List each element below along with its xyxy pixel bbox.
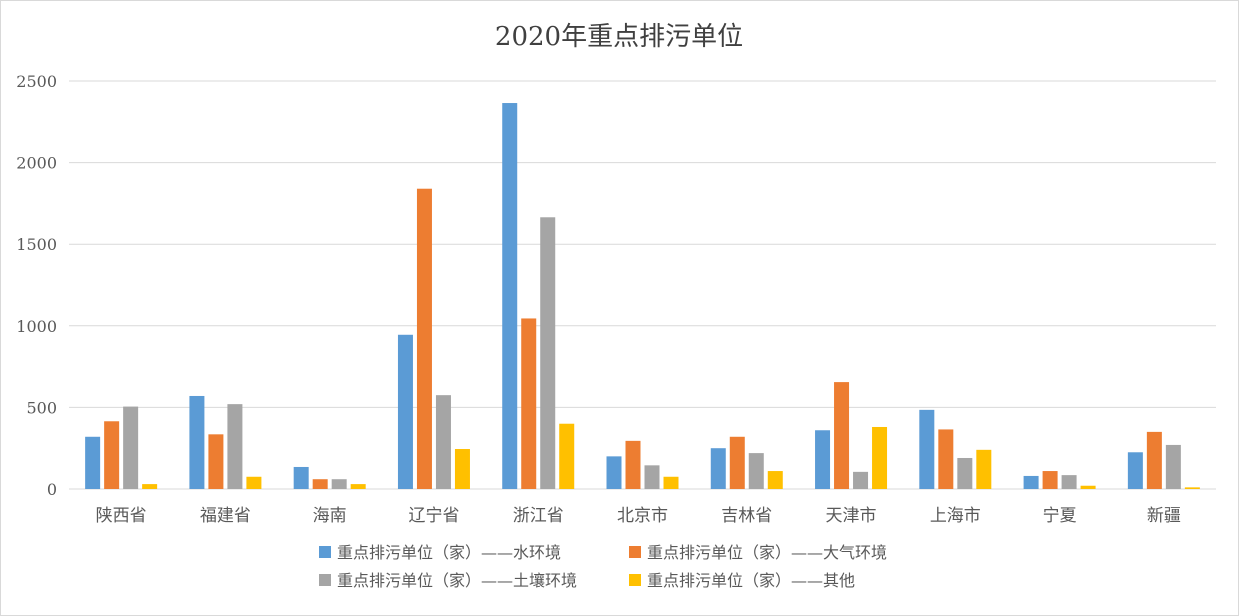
bar-3-陕西省 (123, 406, 139, 489)
x-category-label: 浙江省 (513, 506, 564, 526)
y-tick-label: 0 (47, 480, 57, 499)
bar-4-陕西省 (142, 484, 158, 489)
y-tick-label: 2500 (16, 72, 57, 91)
bar-1-北京市 (606, 456, 622, 489)
bar-4-浙江省 (559, 423, 575, 489)
bar-1-宁夏 (1023, 475, 1039, 489)
bar-4-吉林省 (767, 471, 783, 489)
bar-1-浙江省 (502, 103, 518, 490)
x-category-label: 北京市 (617, 506, 668, 526)
x-category-label: 辽宁省 (408, 506, 459, 526)
bar-1-陕西省 (85, 436, 101, 489)
x-axis-categories: 陕西省 福建省 海南 辽宁省 浙江省 北京市 吉林省 天津市 上海市 宁夏 新疆 (96, 506, 1181, 526)
x-category-label: 上海市 (930, 506, 981, 526)
bar-3-宁夏 (1061, 475, 1077, 489)
y-tick-label: 500 (26, 398, 57, 417)
bar-2-上海市 (938, 429, 954, 489)
bar-layer (85, 103, 1200, 490)
legend-swatch (629, 546, 641, 558)
bar-3-辽宁省 (435, 395, 451, 489)
chart-title: 2020年重点排污单位 (495, 22, 743, 52)
x-category-label: 宁夏 (1043, 506, 1077, 526)
bar-3-北京市 (644, 465, 660, 489)
bar-1-上海市 (919, 409, 935, 489)
y-axis-ticks: 0 500 1000 1500 2000 2500 (16, 72, 57, 499)
bar-2-福建省 (208, 434, 224, 489)
legend-label: 重点排污单位（家）——水环境 (337, 543, 561, 562)
bar-3-浙江省 (540, 217, 556, 489)
bar-4-辽宁省 (454, 449, 470, 489)
bar-2-新疆 (1146, 431, 1162, 489)
bar-2-浙江省 (521, 318, 537, 489)
bar-1-海南 (293, 466, 309, 489)
x-category-label: 吉林省 (721, 506, 772, 526)
bar-1-福建省 (189, 395, 205, 489)
bar-2-吉林省 (729, 436, 745, 489)
y-tick-label: 1500 (16, 235, 57, 254)
legend-swatch (319, 574, 331, 586)
bar-4-海南 (350, 484, 366, 489)
legend-label: 重点排污单位（家）——其他 (647, 571, 855, 590)
bar-4-新疆 (1184, 487, 1200, 489)
bar-3-吉林省 (748, 453, 764, 489)
bar-1-吉林省 (710, 448, 726, 489)
legend-label: 重点排污单位（家）——大气环境 (647, 543, 887, 562)
y-tick-label: 1000 (16, 317, 57, 336)
legend-swatch (629, 574, 641, 586)
x-category-label: 新疆 (1147, 506, 1181, 526)
legend-label: 重点排污单位（家）——土壤环境 (337, 571, 577, 590)
bar-2-宁夏 (1042, 471, 1058, 489)
bar-2-陕西省 (104, 421, 120, 489)
x-category-label: 天津市 (826, 506, 877, 526)
bar-2-海南 (312, 479, 328, 489)
x-category-label: 福建省 (200, 506, 251, 526)
bar-1-天津市 (815, 430, 831, 489)
bar-4-上海市 (976, 449, 992, 489)
bar-1-辽宁省 (397, 334, 413, 489)
bar-4-福建省 (246, 476, 262, 489)
bar-3-新疆 (1165, 444, 1181, 489)
bar-1-新疆 (1127, 452, 1143, 489)
bar-3-福建省 (227, 404, 243, 489)
bar-3-海南 (331, 479, 347, 489)
y-tick-label: 2000 (16, 154, 57, 173)
bar-2-天津市 (834, 382, 850, 489)
bar-4-天津市 (872, 426, 888, 489)
x-category-label: 海南 (313, 506, 347, 526)
bar-3-天津市 (853, 471, 869, 489)
legend: 重点排污单位（家）——水环境 重点排污单位（家）——大气环境重点排污单位（家）——… (319, 543, 887, 590)
legend-swatch (319, 546, 331, 558)
bar-3-上海市 (957, 457, 973, 489)
bar-4-宁夏 (1080, 485, 1096, 489)
bar-4-北京市 (663, 476, 679, 489)
x-category-label: 陕西省 (96, 506, 147, 526)
bar-2-辽宁省 (416, 188, 432, 489)
bar-2-北京市 (625, 440, 641, 489)
